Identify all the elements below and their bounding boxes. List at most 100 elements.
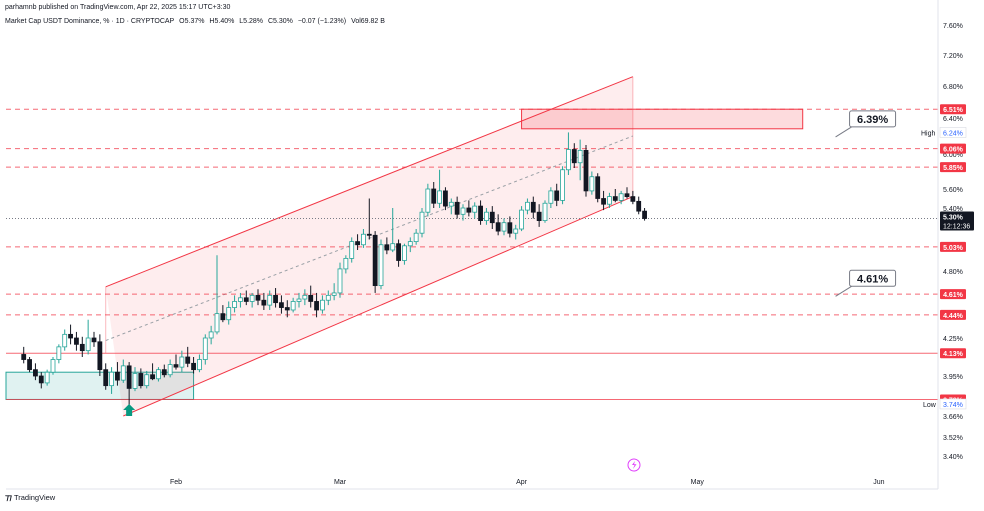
zones-layer [5, 108, 804, 400]
candle-body [513, 228, 519, 234]
level-badge [940, 104, 966, 115]
candle-body [355, 241, 360, 246]
candle-body [419, 211, 425, 234]
x-tick-label: Apr [516, 479, 528, 486]
y-tick-label: 3.52% [943, 435, 963, 442]
level-badge-label: 4.61% [943, 292, 964, 299]
callout-pointer [835, 285, 852, 297]
candle-body [74, 337, 79, 345]
candle-body [91, 337, 97, 343]
candle-body [601, 198, 606, 205]
y-tick-label: 3.40% [943, 454, 963, 461]
candle-body [173, 364, 179, 368]
low-value-label: 3.74% [943, 402, 963, 409]
candle-body [320, 299, 325, 311]
candle-body [349, 241, 355, 259]
candle-body [109, 371, 114, 387]
level-badge-label: 4.13% [943, 351, 964, 358]
candle-body [115, 371, 120, 381]
candle-body [214, 313, 220, 333]
candle-body [296, 298, 302, 302]
candle-body [618, 193, 624, 201]
candle-body [161, 369, 167, 376]
candle-body [425, 188, 431, 213]
candle-body [507, 222, 513, 234]
candle-body [361, 233, 366, 246]
level-badge-label: 5.03% [943, 245, 964, 252]
candle-body [179, 356, 185, 368]
y-tick-label: 6.80% [943, 84, 963, 91]
candle-body [62, 333, 68, 348]
candle-body [642, 210, 647, 219]
candle-body [197, 359, 202, 371]
legend-low: L5.28% [239, 18, 264, 25]
candle-body [38, 375, 44, 384]
candle-body [44, 371, 50, 384]
candle-body [536, 211, 542, 221]
channel-lower-line [123, 196, 634, 417]
current-price-badge [940, 211, 974, 231]
candle-body [120, 365, 126, 381]
candle-body [331, 292, 337, 296]
candle-body [79, 343, 85, 352]
candle-body [97, 341, 103, 371]
legend-volume: Vol69.82 B [351, 18, 385, 25]
candle-body [208, 331, 214, 339]
candle-body [308, 294, 314, 302]
candle-body [126, 365, 132, 389]
candle-body [302, 294, 308, 300]
candle-body [156, 369, 161, 380]
candle-body [273, 294, 278, 304]
candle-body [402, 245, 407, 261]
candle-body [138, 373, 144, 387]
publisher-header: parhamnb published on TradingView.com, A… [5, 4, 231, 11]
supply-zone [521, 108, 804, 130]
candle-body [437, 190, 442, 204]
candle-body [284, 307, 290, 311]
candle-body [548, 190, 554, 204]
legend-symbol: Market Cap USDT Dominance, % · 1D · CRYP… [5, 18, 175, 25]
candle-body [519, 209, 524, 230]
candle-body [167, 364, 173, 376]
y-tick-label: 6.00% [943, 152, 963, 159]
candle-body [232, 301, 237, 308]
low-value-badge [939, 398, 967, 410]
lightning-glyph [632, 461, 637, 469]
candle-body [56, 346, 62, 360]
candle-body [448, 201, 454, 207]
candle-body [630, 196, 636, 202]
y-tick-label: 5.40% [943, 206, 963, 213]
candle-body [290, 301, 296, 311]
axis-layer: 7.60% 7.20% 6.80% 6.40% 6.00% 5.60% 5.40% 4.80%… [6, 0, 974, 490]
candle-body [489, 211, 495, 224]
y-tick-label: 3.66% [943, 414, 963, 421]
level-badge [940, 162, 966, 173]
candle-body [220, 313, 226, 321]
candle-body [431, 188, 437, 204]
candle-body [238, 297, 243, 302]
candle-body [50, 359, 56, 373]
candle-body [27, 359, 32, 371]
candle-body [21, 354, 27, 360]
candle-body [612, 196, 618, 201]
channel-fill [105, 76, 633, 416]
candle-body [267, 294, 273, 306]
legend-open: O5.37% [179, 18, 205, 25]
level-badge-label: 6.06% [943, 147, 964, 154]
candle-body [495, 222, 501, 232]
callout-label: 6.39% [857, 114, 888, 126]
footer-brand[interactable]: ⁊⁊ TradingView [5, 493, 55, 502]
level-badge-label: 6.51% [943, 107, 964, 114]
x-tick-label: Feb [170, 479, 182, 486]
candle-body [595, 176, 601, 199]
level-badge-label: 5.85% [943, 165, 964, 172]
candle-body [443, 190, 448, 207]
candle-body [314, 301, 319, 311]
candle-body [343, 257, 349, 270]
candle-body [472, 205, 478, 213]
candle-body [407, 241, 413, 247]
demand-zone [5, 371, 195, 400]
level-badge [940, 348, 966, 359]
callout-label: 4.61% [857, 273, 888, 285]
